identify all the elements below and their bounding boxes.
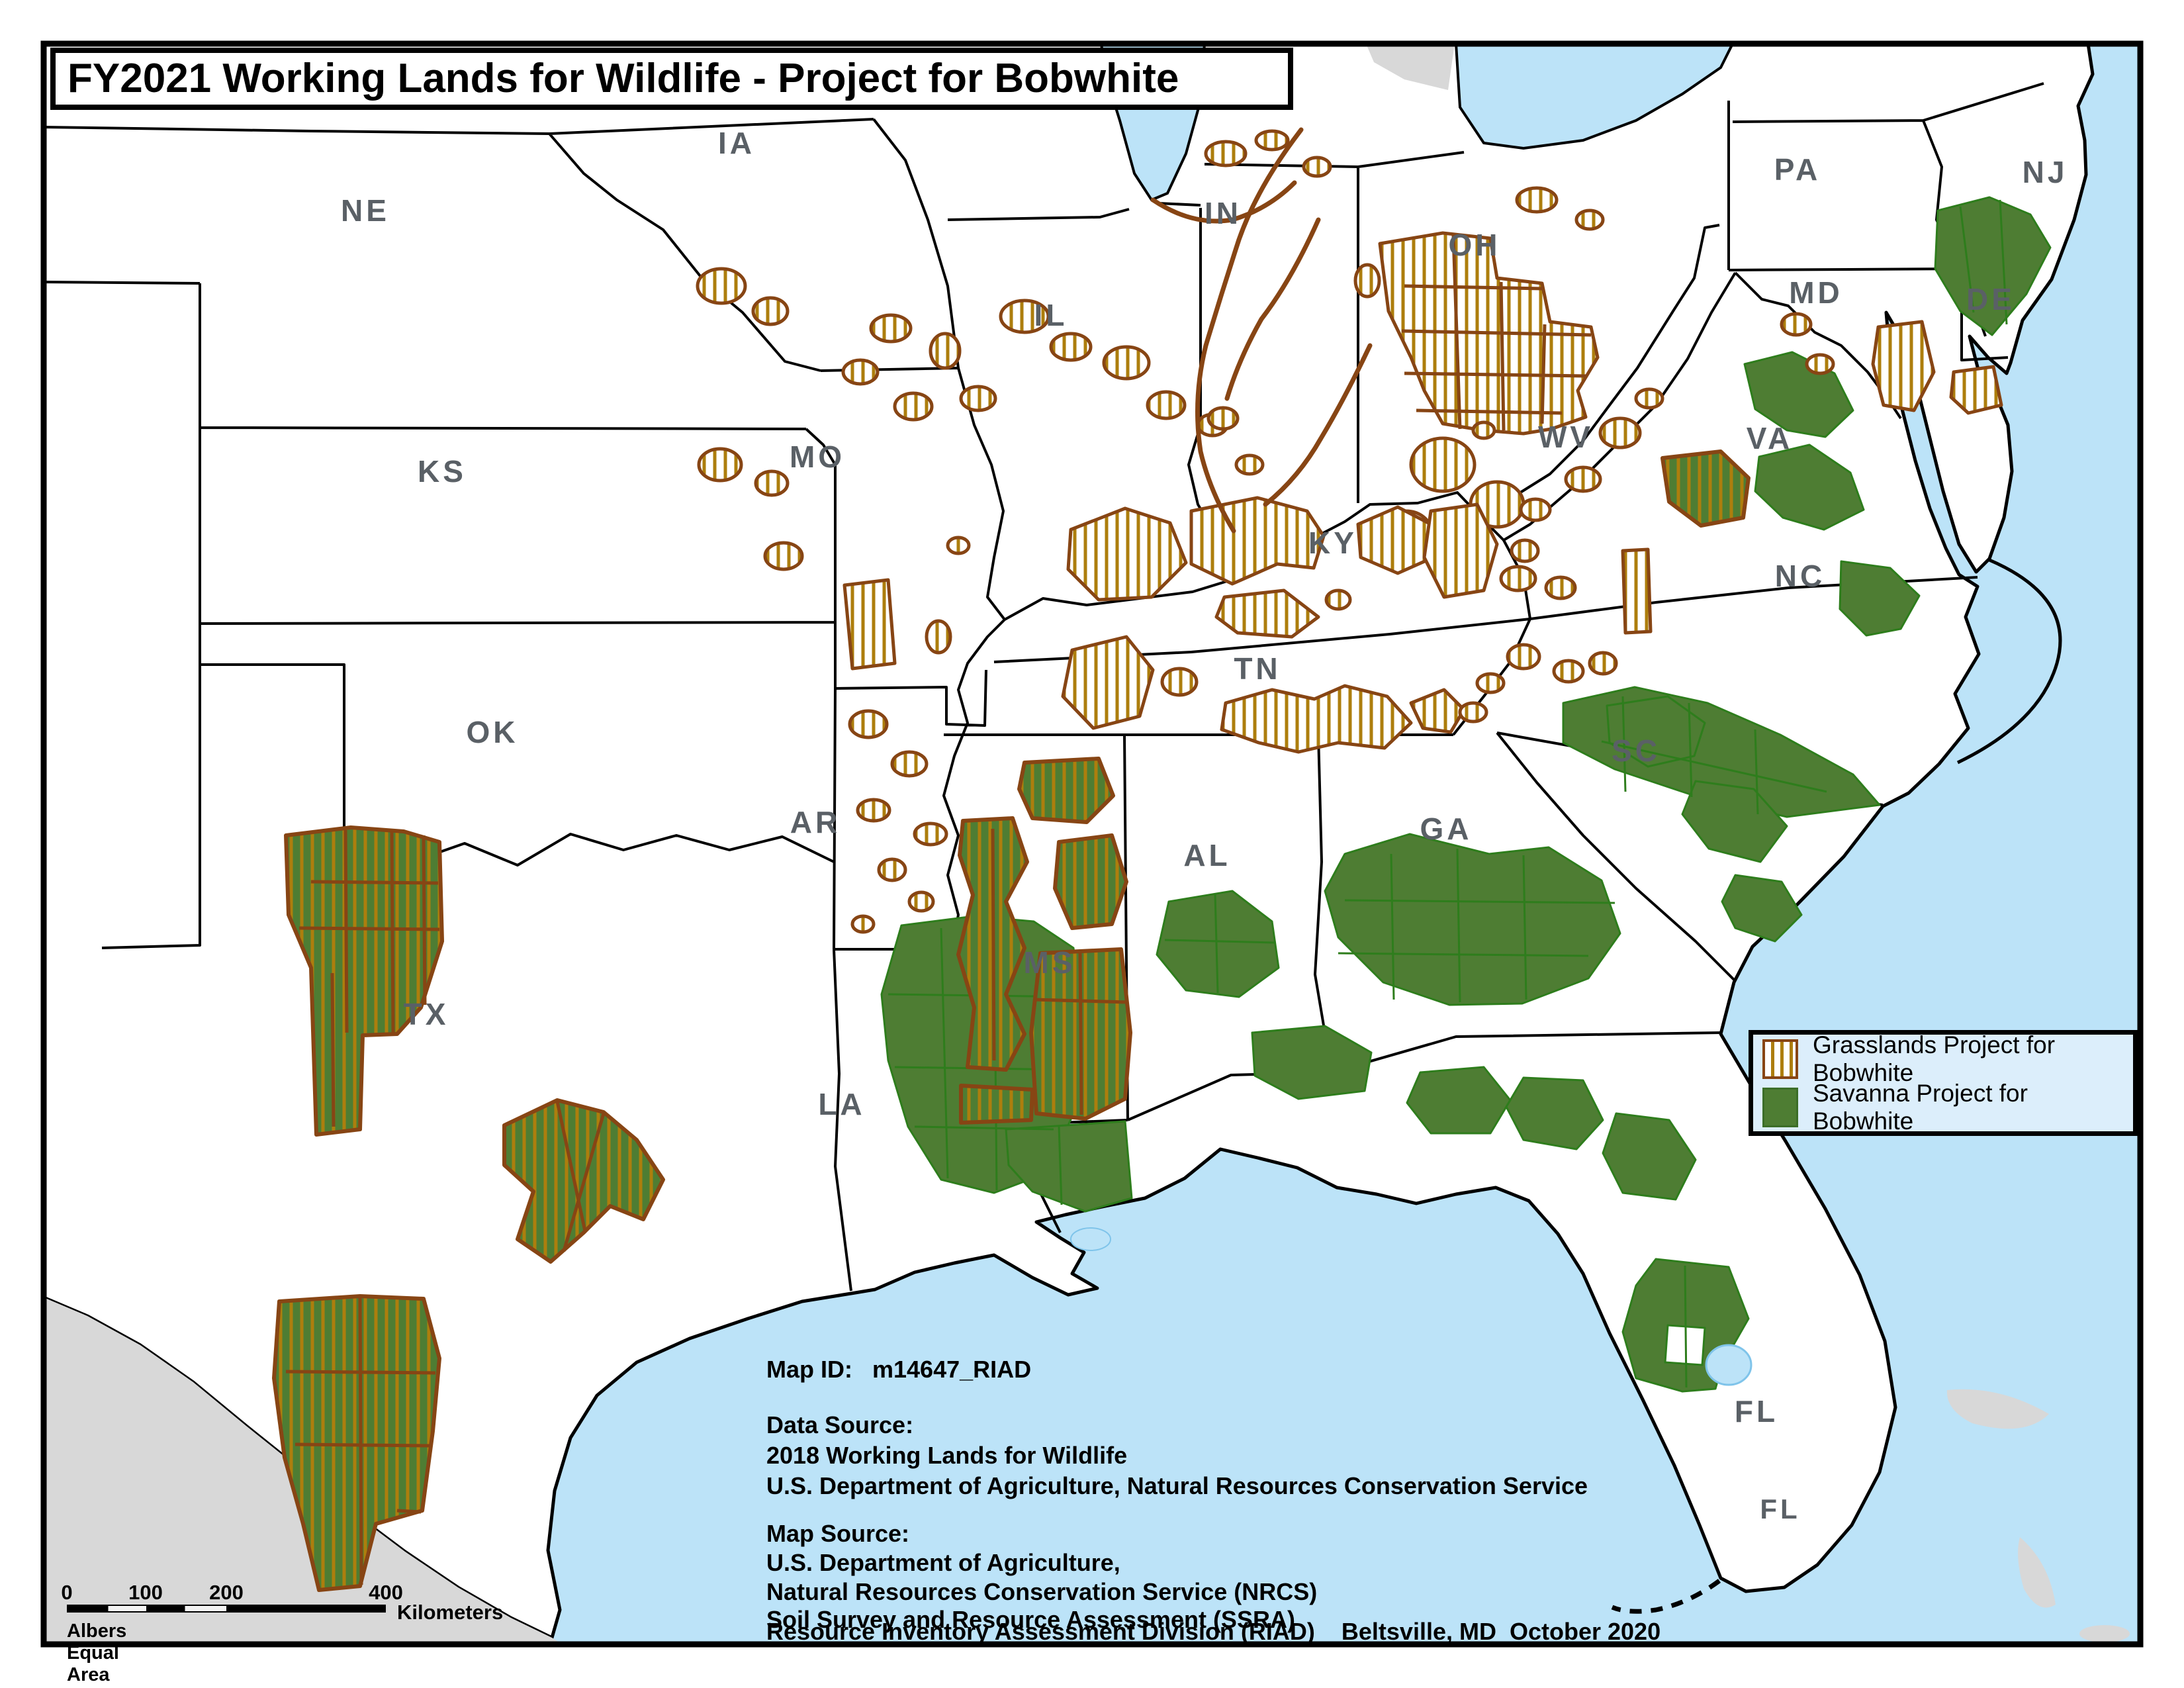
state-borders — [44, 82, 2044, 1291]
map-source-line: Natural Resources Conservation Service (… — [766, 1578, 1318, 1605]
scale-tick: 0 — [61, 1581, 73, 1604]
state-label-ms: MS — [1024, 945, 1076, 980]
mexico-land — [44, 1297, 563, 1644]
projection-note: Albers Equal Area Projection — [67, 1620, 161, 1688]
state-label-ks: KS — [418, 454, 467, 489]
overlap-county-lines — [285, 828, 1128, 1585]
grassland-county-lines — [1401, 235, 1592, 431]
florida-keys — [1611, 1579, 1721, 1614]
grassland-areas — [696, 129, 2003, 934]
data-source-line: U.S. Department of Agriculture, Natural … — [766, 1472, 1588, 1499]
river-corridors — [1150, 127, 1373, 534]
state-label-ne: NE — [341, 193, 390, 228]
state-label-ok: OK — [467, 715, 519, 749]
scale-tick: 200 — [209, 1581, 244, 1604]
scale-tick: 400 — [369, 1581, 403, 1604]
island — [2079, 1625, 2130, 1642]
state-label-tn: TN — [1234, 651, 1281, 686]
state-label-al: AL — [1183, 838, 1230, 872]
state-labels: IA NE KS MO IL IN OH PA NJ MD DE WV VA K… — [341, 126, 2068, 1524]
data-source-heading: Data Source: — [766, 1411, 914, 1438]
map-source-heading: Map Source: — [766, 1520, 910, 1547]
state-label-nj: NJ — [2023, 155, 2068, 189]
state-label-oh: OH — [1449, 228, 1501, 262]
legend-label: Grasslands Project for Bobwhite — [1813, 1031, 2056, 1086]
ontario-land — [1366, 44, 1455, 90]
state-label-md: MD — [1789, 275, 1843, 310]
state-label-tx: TX — [404, 997, 449, 1031]
state-label-fl: FL — [1735, 1394, 1778, 1429]
state-label-ia: IA — [718, 126, 755, 160]
scale-tick: 100 — [128, 1581, 163, 1604]
state-label-wv: WV — [1538, 420, 1594, 454]
map-source-line: Resource Inventory Assessment Division (… — [766, 1618, 1661, 1645]
lake-pontchartrain — [1070, 1227, 1111, 1251]
map-source-line: Soil Survey and Resource Assessment (SSR… — [766, 1606, 1295, 1633]
legend-item-grasslands: Grasslands Project for Bobwhite — [1753, 1031, 2133, 1086]
state-label-mo: MO — [790, 440, 845, 474]
legend: Grasslands Project for Bobwhite Savanna … — [1749, 1030, 2138, 1136]
lake-erie — [1454, 44, 1735, 150]
savanna-swatch-icon — [1762, 1087, 1798, 1127]
scale-unit: Kilometers — [397, 1601, 504, 1624]
state-label-ga: GA — [1420, 812, 1473, 846]
state-label-nc: NC — [1775, 559, 1825, 593]
state-label-in: IN — [1205, 196, 1242, 230]
scale-bar-segments — [67, 1605, 386, 1613]
grasslands-swatch-icon — [1762, 1039, 1798, 1079]
bahamas-islands — [1946, 1389, 2056, 1608]
data-source-line: 2018 Working Lands for Wildlife — [766, 1442, 1128, 1469]
map-frame — [40, 40, 2144, 1648]
map-id-line: Map ID: m14647_RIAD — [766, 1356, 1032, 1383]
state-label-ar: AR — [790, 805, 841, 839]
state-label-il: IL — [1034, 298, 1068, 332]
legend-item-savanna: Savanna Project for Bobwhite — [1753, 1080, 2133, 1135]
map-title: FY2021 Working Lands for Wildlife - Proj… — [50, 48, 1293, 110]
state-label-pa: PA — [1774, 152, 1821, 187]
state-label-va: VA — [1747, 421, 1794, 455]
lake-okeechobee — [1705, 1344, 1752, 1386]
legend-label: Savanna Project for Bobwhite — [1813, 1079, 2028, 1135]
map-source-line: U.S. Department of Agriculture, — [766, 1549, 1120, 1576]
state-label-ky: KY — [1308, 526, 1357, 560]
state-label-sc: SC — [1612, 733, 1661, 768]
state-label-la: LA — [818, 1087, 865, 1121]
outer-banks — [1956, 558, 2062, 765]
state-label-fl-keys: FL — [1760, 1493, 1800, 1524]
state-label-de: DE — [1966, 282, 2015, 316]
